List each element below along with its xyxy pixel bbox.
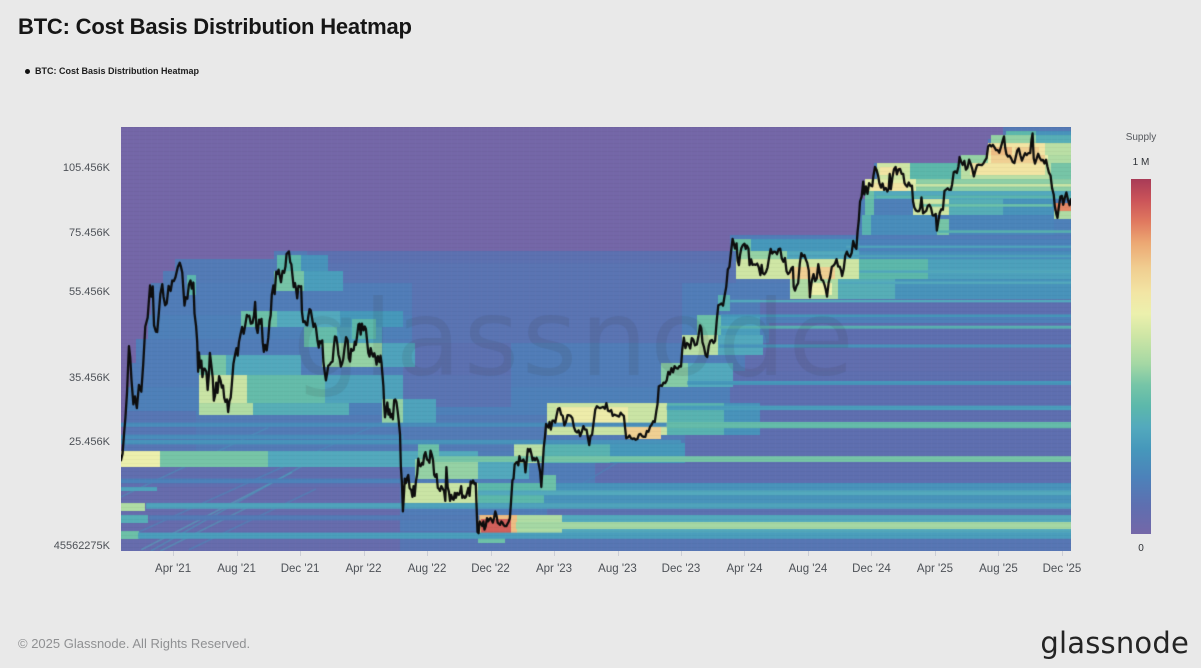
glassnode-wordmark: glassnode (1040, 626, 1189, 660)
x-tick-mark (998, 551, 1000, 556)
x-tick-label: Dec '23 (661, 563, 701, 575)
y-tick-label: 35.456K (69, 372, 110, 385)
series-legend-label: BTC: Cost Basis Distribution Heatmap (35, 66, 200, 76)
x-tick-mark (173, 551, 175, 556)
series-dot-icon (25, 68, 30, 74)
footer-copyright: © 2025 Glassnode. All Rights Reserved. (18, 636, 251, 651)
colorbar-min-label: 0 (1138, 543, 1144, 554)
x-tick-label: Aug '25 (979, 563, 1018, 575)
x-tick-label: Aug '24 (788, 563, 828, 575)
x-tick-label: Dec '21 (280, 563, 320, 575)
heatmap-canvas[interactable] (121, 127, 1071, 551)
x-tick-mark (1061, 551, 1063, 556)
x-tick-label: Apr '23 (535, 563, 573, 575)
x-tick-mark (681, 551, 682, 556)
x-tick-label: Dec '25 (1042, 563, 1082, 575)
x-tick-label: Aug '23 (598, 563, 637, 575)
page-title: BTC: Cost Basis Distribution Heatmap (18, 14, 412, 39)
y-tick-label: 75.456K (69, 226, 110, 239)
x-tick-label: Aug '21 (217, 563, 256, 575)
x-tick-mark (744, 551, 746, 556)
x-tick-mark (871, 551, 873, 556)
x-tick-label: Apr '25 (916, 563, 953, 575)
x-tick-mark (934, 551, 936, 556)
colorbar-max-label: 1 M (1132, 157, 1150, 168)
x-tick-label: Apr '21 (155, 563, 192, 575)
x-tick-mark (617, 551, 619, 556)
cost-basis-heatmap-plot[interactable] (121, 127, 1071, 551)
x-tick-label: Dec '24 (852, 563, 891, 575)
x-tick-label: Aug '22 (407, 563, 447, 575)
x-tick-label: Dec '22 (471, 563, 510, 575)
y-tick-label: 105.456K (62, 162, 110, 175)
colorbar-title: Supply (1125, 132, 1157, 143)
x-tick-label: Apr '24 (726, 563, 763, 575)
series-legend-item[interactable]: BTC: Cost Basis Distribution Heatmap (25, 64, 199, 78)
y-tick-label: 45562275K (53, 539, 110, 552)
x-tick-mark (300, 551, 302, 556)
y-tick-label: 55.456K (69, 286, 110, 299)
x-tick-mark (236, 551, 238, 556)
x-tick-label: Apr '22 (345, 563, 382, 575)
colorbar-gradient (1131, 179, 1151, 534)
x-tick-mark (363, 551, 365, 556)
x-tick-mark (807, 551, 809, 556)
x-tick-mark (554, 551, 556, 556)
x-tick-mark (427, 551, 429, 556)
x-tick-mark (490, 551, 492, 556)
y-tick-label: 25.456K (69, 436, 110, 449)
